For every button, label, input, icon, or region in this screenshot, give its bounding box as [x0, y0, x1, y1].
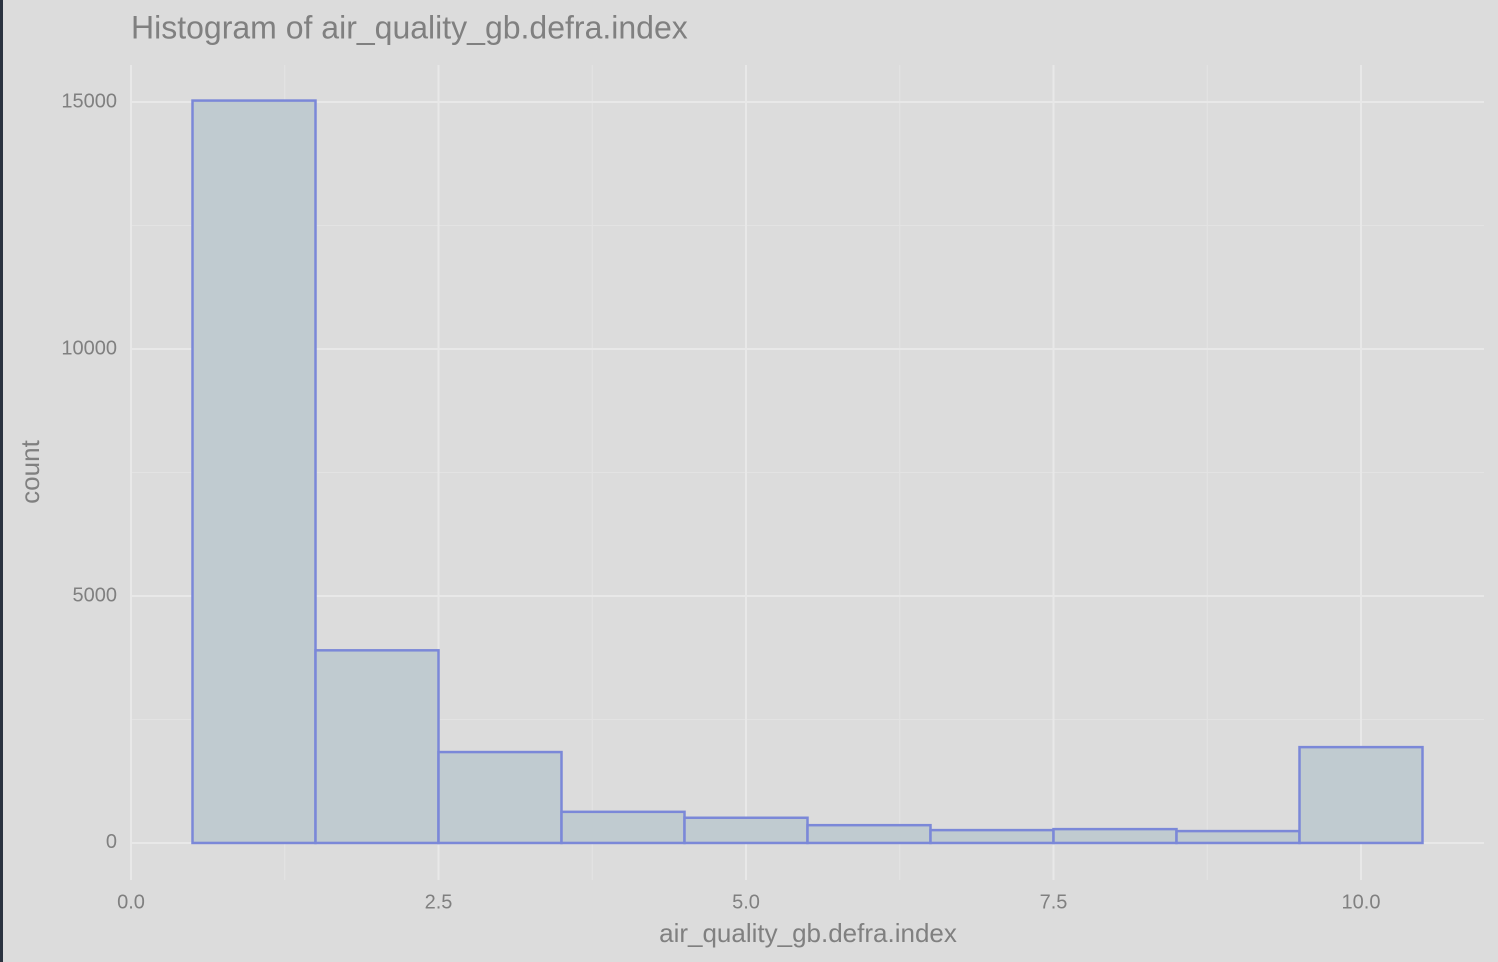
y-tick-label: 5000	[73, 584, 118, 606]
bar	[560, 810, 686, 845]
y-axis-label: count	[15, 439, 45, 503]
bar	[683, 816, 809, 845]
bar	[314, 649, 440, 845]
x-tick-label: 2.5	[425, 891, 453, 913]
bar	[1175, 829, 1301, 845]
x-axis-label: air_quality_gb.defra.index	[659, 918, 957, 948]
x-tick-label: 5.0	[732, 891, 760, 913]
bar	[1298, 745, 1424, 845]
x-tick-label: 0.0	[117, 891, 145, 913]
bar	[191, 99, 317, 845]
bars	[191, 99, 1424, 845]
bar	[806, 823, 932, 845]
window-edge	[0, 0, 3, 962]
x-tick-label: 10.0	[1342, 891, 1381, 913]
bar	[929, 828, 1055, 845]
bar	[437, 750, 563, 845]
x-tick-label: 7.5	[1040, 891, 1068, 913]
y-tick-label: 0	[106, 831, 117, 853]
chart-title: Histogram of air_quality_gb.defra.index	[131, 9, 688, 45]
y-tick-label: 15000	[61, 90, 117, 112]
bar	[1052, 827, 1178, 845]
y-tick-label: 10000	[61, 337, 117, 359]
